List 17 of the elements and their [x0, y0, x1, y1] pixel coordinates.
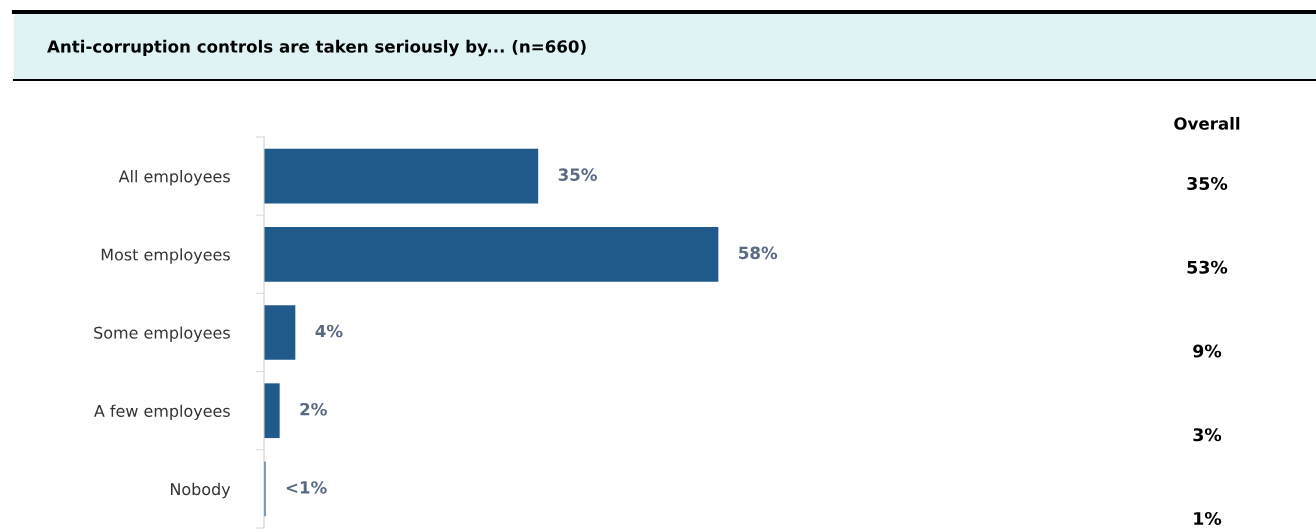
y-tick-label: Some employees — [94, 326, 230, 342]
text: 3% — [1193, 428, 1222, 442]
y-tick-label: A few employees — [94, 404, 230, 421]
y-tick-label: Most employees — [101, 248, 230, 264]
y-tick-label: Nobody — [171, 482, 231, 499]
data-label: 58% — [739, 246, 778, 260]
text: 35% — [1187, 176, 1228, 191]
data-label: 35% — [558, 168, 597, 181]
text: 1% — [1194, 511, 1222, 526]
data-label: 4% — [315, 324, 343, 338]
chart-title: Anti-corruption controls are taken seriously by... (n=660) — [47, 39, 586, 57]
text: Overall — [1174, 116, 1240, 130]
y-tick-label: All employees — [118, 170, 230, 186]
data-label: 2% — [300, 402, 327, 416]
text: 53% — [1187, 260, 1228, 274]
data-label: <1% — [286, 481, 327, 494]
text: 9% — [1193, 344, 1222, 358]
